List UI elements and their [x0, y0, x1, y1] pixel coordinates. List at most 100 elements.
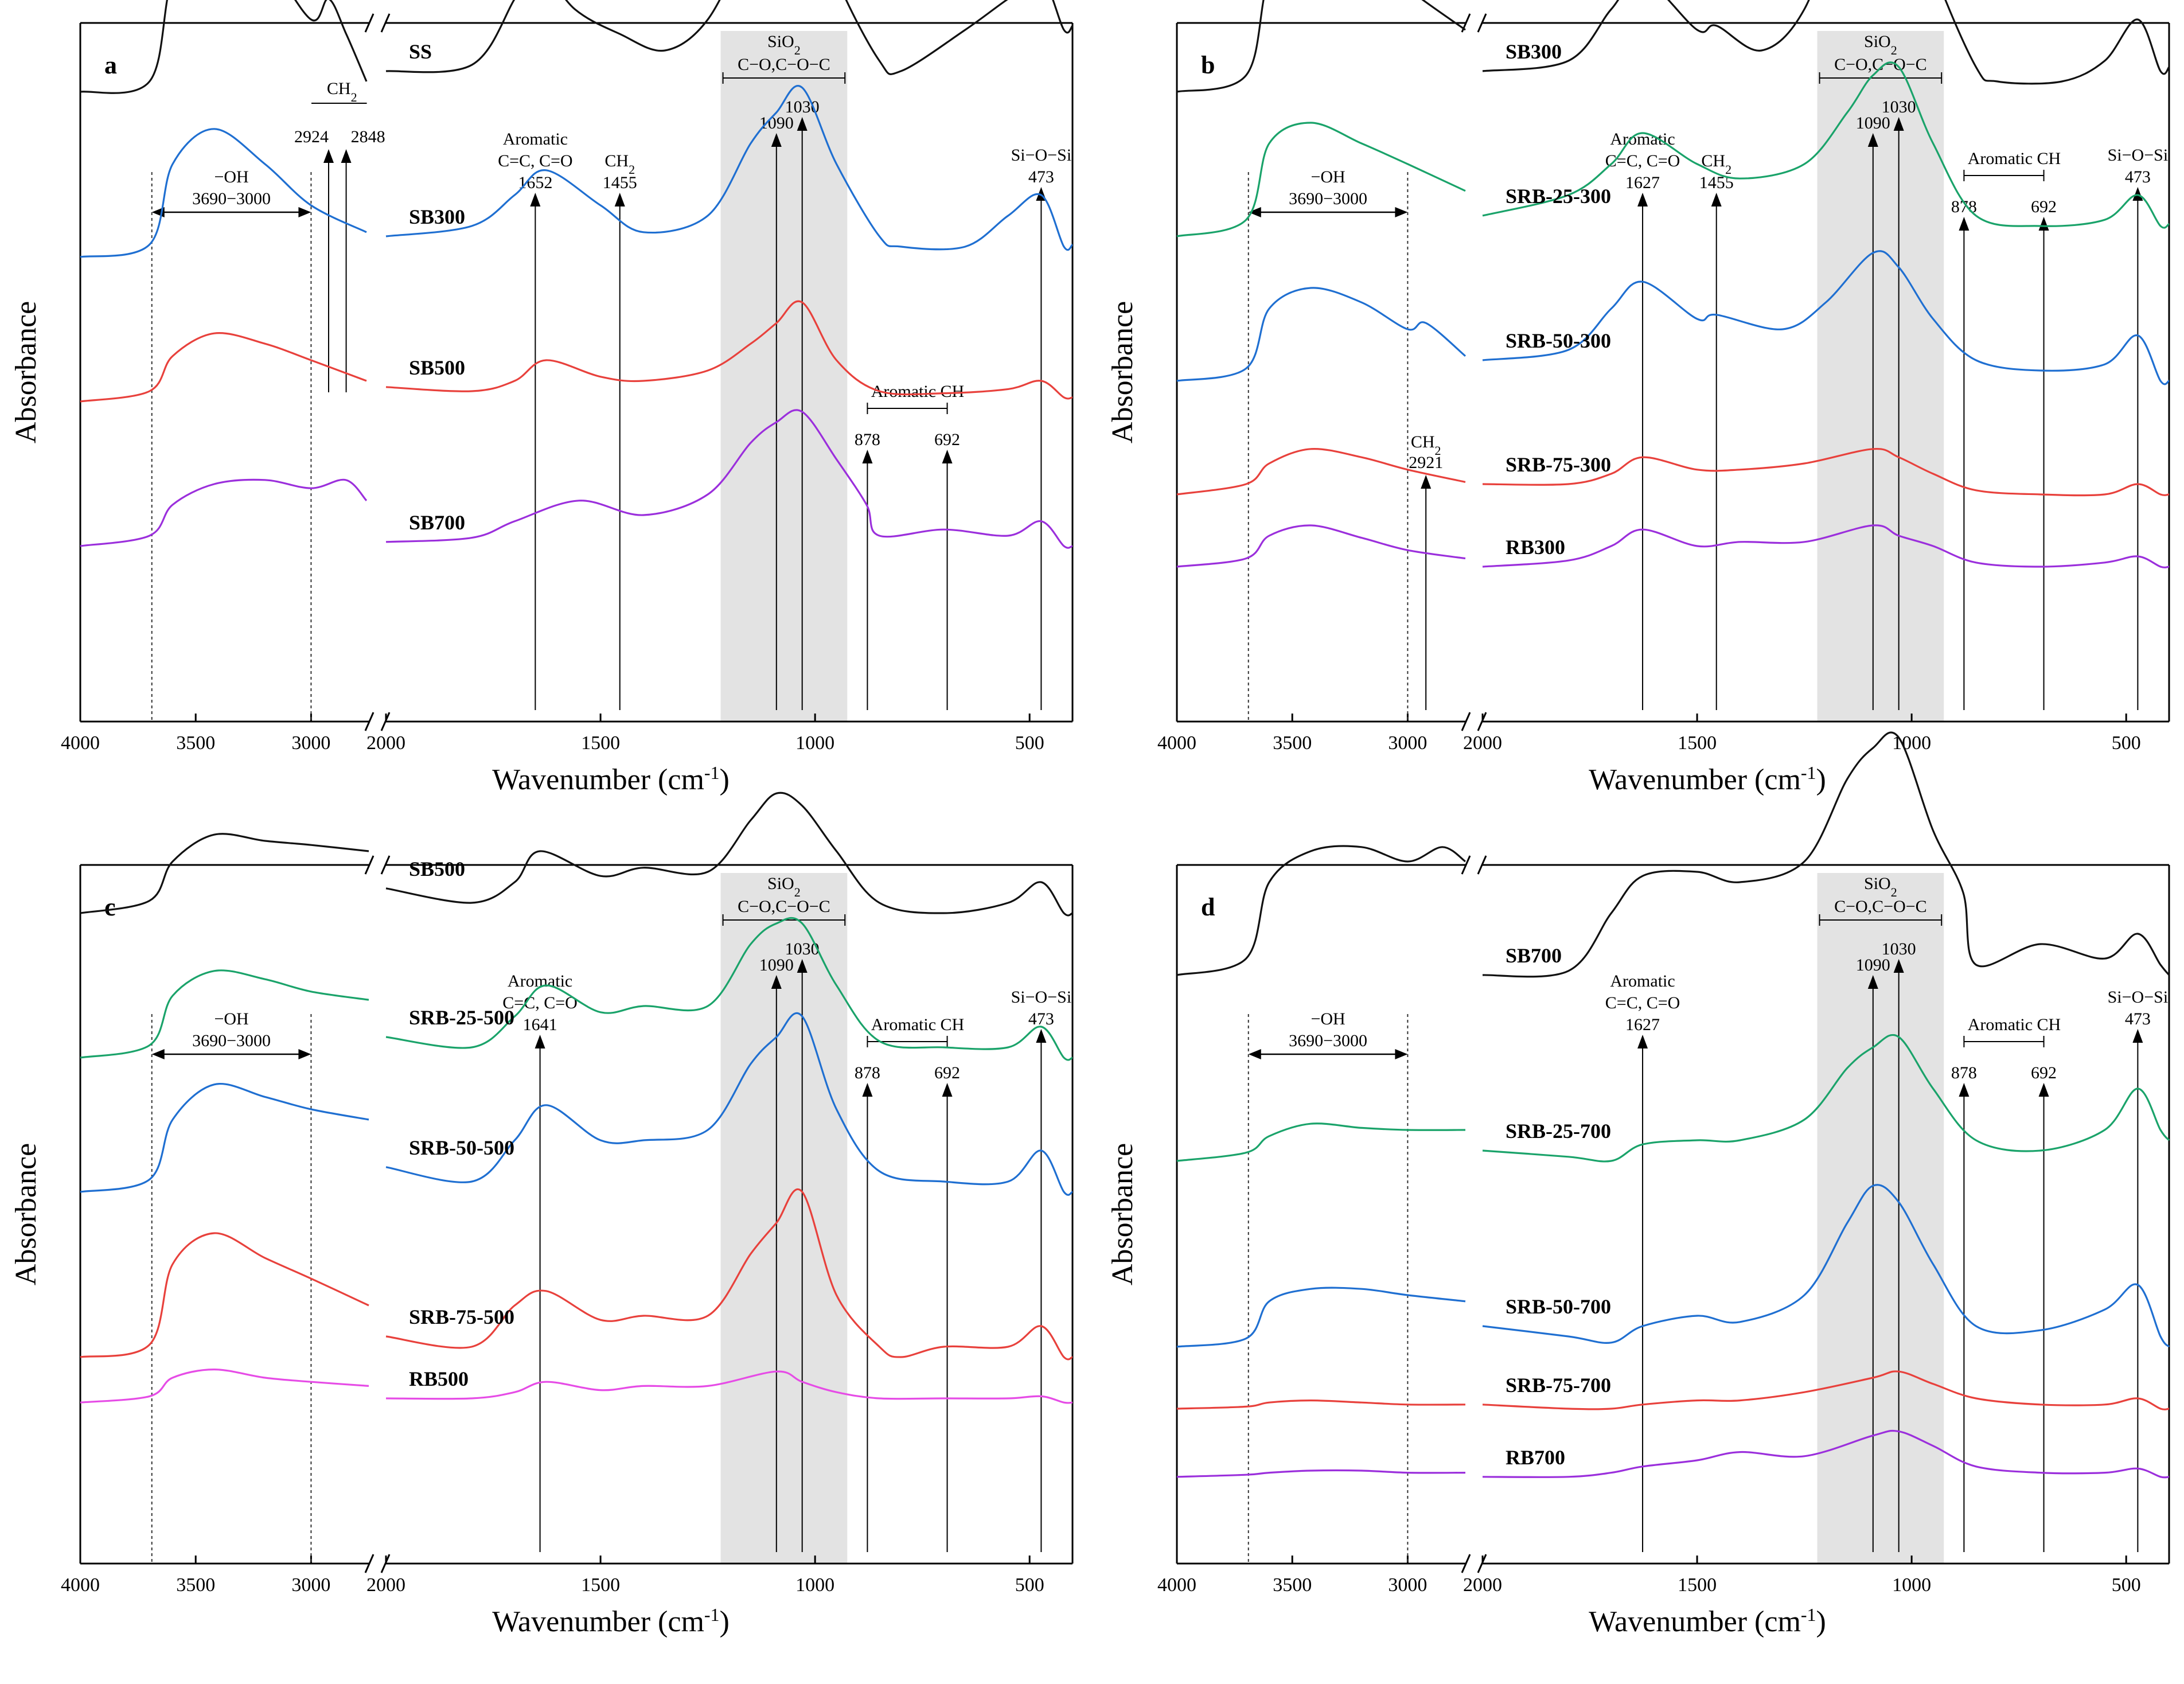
peak-group-aromatic: Aromatic [1610, 972, 1675, 991]
series-label-SRB-50-500: SRB-50-500 [409, 1136, 514, 1159]
series-label-SB300: SB300 [1506, 40, 1562, 63]
peak-arrow-473 [1036, 1029, 1047, 1043]
spectrum-SB700-low [1482, 731, 2170, 978]
oh-arrowhead-right [298, 1049, 311, 1059]
peak-group-aromatic-bonds: C=C, C=O [1605, 151, 1680, 170]
spectrum-SRB-50-700-high [1176, 1287, 1466, 1348]
ch2-stretch-label: CH2 [327, 79, 357, 104]
x-tick-label: 2000 [366, 1574, 405, 1596]
peak-arrow-1641 [535, 1035, 545, 1048]
peak-value-692: 692 [934, 1063, 960, 1082]
oh-label: −OH [214, 1009, 248, 1028]
spectrum-SB700-high [80, 478, 368, 547]
peak-value-1090: 1090 [1856, 956, 1890, 974]
series-label-SRB-50-300: SRB-50-300 [1506, 329, 1611, 352]
x-tick-label: 1000 [795, 1574, 834, 1596]
oh-arrowhead-right [1395, 1049, 1408, 1059]
peak-value-692: 692 [2031, 197, 2057, 216]
axis-break-mark [380, 13, 391, 33]
sio2-label: SiO2 [767, 874, 801, 899]
peak-arrow-1090 [1867, 975, 1878, 989]
x-tick-label: 1500 [1678, 1574, 1717, 1596]
peak-arrow-1455 [1711, 193, 1722, 206]
sio2-sublabel: C−O,C−O−C [1834, 55, 1927, 74]
peak-group-ch2: CH2 [604, 151, 635, 177]
oh-range-label: 3690−3000 [1289, 1031, 1367, 1050]
peak-value-1090: 1090 [759, 114, 794, 132]
break-gap-top [1467, 859, 1481, 872]
x-axis-title: Wavenumber (cm-1) [492, 1604, 730, 1638]
peak-arrow-1455 [614, 193, 625, 206]
peak-arrow-878 [1959, 217, 1969, 231]
oh-label: −OH [1311, 1009, 1345, 1028]
x-tick-label: 3000 [291, 1574, 330, 1596]
peak-arrow-1030 [1893, 117, 1904, 131]
peak-arrow-473 [2132, 1029, 2143, 1043]
peak-group-aromatic-bonds: C=C, C=O [1605, 993, 1680, 1012]
x-tick-label: 3500 [1273, 1574, 1312, 1596]
panel-letter: d [1201, 893, 1215, 921]
peak-arrow-878 [862, 1083, 873, 1097]
panel-letter: a [104, 51, 117, 79]
ch2-value-2848: 2848 [351, 127, 385, 146]
spectrum-RB700-high [1176, 1469, 1466, 1478]
spectrum-SRB-25-500-low [385, 917, 1073, 1061]
series-label-SB500: SB500 [409, 857, 465, 880]
peak-value-1455: 1455 [603, 173, 637, 192]
sio2-sublabel: C−O,C−O−C [1834, 897, 1927, 916]
sio2-sublabel: C−O,C−O−C [738, 55, 830, 74]
x-tick-label: 3000 [1388, 732, 1427, 754]
ch2-stretch-label: CH2 [1411, 432, 1441, 458]
spectrum-SRB-75-700-low [1482, 1370, 2170, 1410]
sio2-sublabel: C−O,C−O−C [738, 897, 830, 916]
break-gap-bottom [370, 1557, 385, 1570]
x-tick-label: 1500 [581, 1574, 620, 1596]
spectrum-SB300-low [385, 85, 1074, 251]
sio2-band [720, 31, 848, 722]
ch2-peak-arrow [1421, 475, 1432, 489]
x-axis-title: Wavenumber (cm-1) [1589, 762, 1826, 796]
spectrum-RB300-high [1176, 524, 1466, 568]
spectrum-SRB-25-500-high [80, 969, 369, 1059]
peak-group-aromatic: Aromatic [503, 130, 568, 149]
peak-arrow-473 [2132, 187, 2143, 201]
sio2-label: SiO2 [767, 32, 801, 57]
oh-range-label: 3690−3000 [192, 189, 271, 208]
peak-arrow-692 [2038, 217, 2049, 231]
x-tick-label: 2000 [366, 732, 405, 754]
aromatic-ch-label: Aromatic CH [1968, 1015, 2061, 1034]
peak-arrow-878 [862, 450, 873, 463]
spectrum-SRB-50-300-low [1482, 250, 2170, 385]
x-tick-label: 500 [1015, 732, 1044, 754]
peak-value-1641: 1641 [523, 1015, 557, 1034]
y-axis-title: Absorbance [1106, 1143, 1139, 1285]
spectrum-SB300-low [1482, 0, 2170, 85]
ch2-value-2921: 2921 [1409, 453, 1443, 472]
x-tick-label: 2000 [1463, 1574, 1502, 1596]
peak-arrow-1030 [1893, 959, 1904, 973]
y-axis-title: Absorbance [10, 1143, 42, 1285]
panel-c: 4000 3500 3000 2000 1500 1000 500 Wavenumber (c… [10, 792, 1074, 1638]
peak-group-sioSi: Si−O−Si [2108, 988, 2169, 1007]
spectrum-SRB-25-300-low [1482, 61, 2170, 229]
spectrum-SRB-75-300-low [1482, 448, 2170, 497]
peak-value-1030: 1030 [1882, 940, 1916, 958]
peak-value-878: 878 [1951, 1063, 1977, 1082]
peak-value-473: 473 [1028, 1009, 1054, 1028]
series-label-SRB-50-700: SRB-50-700 [1506, 1295, 1611, 1318]
spectrum-SRB-50-700-low [1482, 1184, 2170, 1348]
peak-arrow-1030 [797, 959, 808, 973]
peak-value-473: 473 [1028, 167, 1054, 186]
spectrum-SRB-50-500-high [80, 1083, 369, 1193]
oh-arrowhead-left [151, 1049, 165, 1059]
spectrum-SRB-25-700-high [1176, 1122, 1466, 1162]
x-tick-label: 3000 [1388, 1574, 1427, 1596]
x-axis-title: Wavenumber (cm-1) [1589, 1604, 1826, 1638]
spectrum-SB500-low [385, 300, 1073, 400]
y-axis-title: Absorbance [1106, 301, 1139, 443]
spectrum-RB500-low [385, 1370, 1073, 1404]
peak-group-sioSi: Si−O−Si [1011, 146, 1072, 165]
break-gap-top [370, 17, 385, 30]
peak-arrow-1030 [797, 117, 808, 131]
